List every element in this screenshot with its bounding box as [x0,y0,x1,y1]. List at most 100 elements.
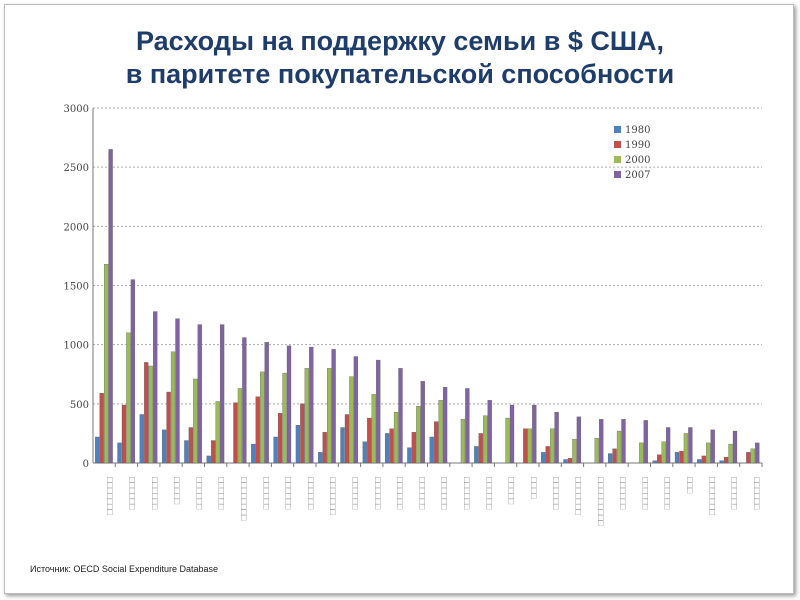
bar-2000 [505,417,510,464]
bar-2007 [331,349,336,464]
bar-1990 [121,404,127,464]
bar-1990 [545,446,550,464]
bar-2000 [148,365,153,464]
bar-2007 [286,345,292,464]
bar-1980 [139,414,144,464]
bar-1990 [300,403,305,464]
bar-1980 [340,427,345,464]
bar-1990 [344,414,350,464]
x-tick-label: □□□□□□ [306,477,316,510]
bar-2000 [237,388,243,464]
bar-2007 [420,381,425,464]
x-tick-label: □□□□□ [507,477,517,505]
bar-1990 [211,440,216,464]
bar-2007 [487,400,492,464]
bar-2007 [532,404,537,464]
bar-2000 [260,371,265,464]
bar-1980 [95,436,100,464]
bar-2000 [639,442,644,464]
x-tick-label: □□□□□□ [440,477,450,510]
bar-1990 [567,458,573,464]
x-tick-label: □□□□ [529,477,539,499]
bar-2000 [371,394,376,464]
x-tick-label: □□□□□□□ [328,477,338,516]
legend-swatch-2000 [614,156,621,163]
legend-label: 1980 [625,125,650,136]
bar-2007 [197,324,202,464]
bar-2007 [621,419,626,464]
bar-1980 [719,460,724,464]
bar-2000 [215,401,220,464]
chart-title-line1: Расходы на поддержку семьи в $ США, [136,26,664,56]
bar-2000 [683,433,689,464]
bar-2000 [104,264,109,464]
x-tick-label: □□□□□□ [194,477,204,510]
x-tick-label: □□□□□□ [551,477,561,510]
y-tick-label: 1500 [64,282,89,293]
bar-2000 [550,428,555,464]
bar-1990 [679,451,684,464]
bar-1980 [295,424,301,464]
bar-2007 [264,342,269,464]
bar-2000 [126,332,131,464]
bar-1990 [723,456,729,464]
bar-1980 [474,446,479,464]
bar-1980 [607,453,613,464]
legend-label: 1990 [625,140,650,151]
bar-2000 [750,448,755,464]
x-tick-label: □□□□□□ [484,477,494,510]
bar-1990 [322,432,327,464]
bar-1990 [746,452,751,464]
bar-2000 [706,442,711,464]
x-tick-label: □□□□□□ [462,477,472,510]
bar-2000 [416,406,421,464]
bar-1980 [362,441,367,464]
bar-1980 [429,436,434,464]
bar-1990 [188,427,193,464]
x-tick-label: □□□□□□ [350,477,360,510]
source-note: Источник: OECD Social Expenditure Databa… [30,564,218,574]
bar-2007 [732,430,738,464]
bar-1990 [612,448,617,464]
bar-2007 [688,427,693,464]
bar-2000 [594,437,599,464]
bar-1980 [563,459,568,464]
bar-2000 [304,368,309,464]
bar-1980 [273,436,278,464]
bar-2000 [460,419,466,464]
bar-2000 [527,428,532,464]
bar-2007 [665,427,671,464]
x-tick-label: □□□□□□□ [105,477,115,516]
x-tick-label: □□□□□□ [663,477,673,510]
bar-2007 [309,346,314,464]
bar-2000 [193,378,198,464]
y-tick-label: 3000 [64,104,89,115]
bar-2000 [282,372,287,464]
legend-swatch-1980 [614,126,621,133]
bar-1990 [166,391,171,464]
bar-2007 [465,388,470,464]
bar-1980 [318,452,323,464]
bar-1980 [206,455,211,464]
bar-1990 [99,393,104,464]
bar-1980 [652,460,657,464]
x-tick-label: □□□□□□ [640,477,650,510]
bar-2000 [572,439,577,464]
x-tick-label: □□□□□□ [150,477,160,510]
bar-2007 [643,420,648,464]
bar-2007 [219,324,225,464]
bar-2007 [108,149,113,464]
bar-2007 [554,411,559,464]
bar-2000 [438,400,443,464]
legend-label: 2000 [625,155,650,166]
bar-2000 [616,430,622,464]
bar-2000 [326,368,332,464]
bar-1990 [657,454,662,464]
bar-1980 [674,452,680,464]
chart-title-line2: в паритете покупательской способности [125,59,675,89]
x-tick-label: □□□□□□ [373,477,383,510]
bar-2007 [509,404,515,464]
bar-1990 [523,428,528,464]
bar-1980 [697,459,702,464]
